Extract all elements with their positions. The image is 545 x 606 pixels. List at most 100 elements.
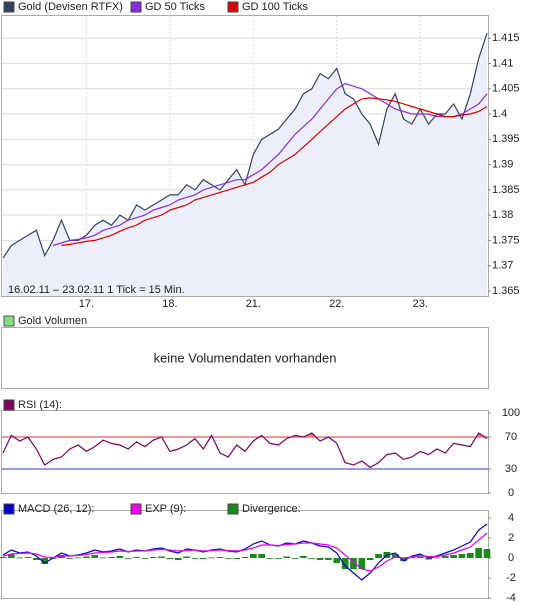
price-area: [3, 33, 487, 296]
divergence-bar: [466, 553, 474, 558]
legend-swatch: [3, 503, 15, 515]
divergence-bar: [441, 556, 449, 558]
divergence-bar: [458, 554, 466, 558]
series-line: [52, 83, 488, 247]
divergence-bar: [275, 558, 282, 559]
divergence-bar: [33, 558, 40, 560]
divergence-bar: [158, 556, 165, 558]
divergence-bar: [250, 554, 257, 558]
y-tick-label: 4: [508, 512, 514, 524]
y-tick-label: 1.38: [492, 209, 513, 221]
panel-frame: [1, 327, 489, 389]
annotation: keine Volumendaten vorhanden: [154, 350, 337, 365]
divergence-bar: [116, 556, 124, 558]
legend-swatch: [3, 315, 15, 327]
divergence-bar: [308, 558, 316, 559]
divergence-bar: [483, 549, 491, 558]
series-line: [2, 432, 488, 469]
divergence-bar: [83, 556, 90, 558]
legend-swatch: [3, 399, 15, 411]
divergence-bar: [358, 558, 366, 569]
divergence-bar: [16, 557, 24, 559]
divergence-bar: [199, 558, 207, 559]
divergence-bar: [416, 556, 424, 558]
x-tick-label: 17.: [79, 298, 94, 310]
legend-swatch: [130, 1, 142, 13]
divergence-bar: [258, 554, 266, 558]
divergence-bar: [316, 558, 324, 560]
divergence-bar: [325, 558, 332, 560]
x-tick-label: 22.: [329, 298, 344, 310]
divergence-bar: [233, 558, 240, 559]
legend-label: MACD (26, 12):: [18, 503, 94, 515]
panel-frame: [1, 510, 489, 599]
divergence-bar: [450, 555, 457, 558]
legend-label: GD 100 Ticks: [242, 1, 309, 13]
legend-swatch: [130, 503, 142, 515]
divergence-bar: [149, 557, 157, 558]
divergence-bar: [166, 558, 174, 559]
legend-label: GD 50 Ticks: [145, 1, 205, 13]
divergence-bar: [266, 558, 274, 559]
divergence-bar: [216, 557, 224, 558]
legend-label: Gold (Devisen RTFX): [18, 1, 123, 13]
divergence-bar: [300, 556, 307, 558]
y-tick-label: 1.385: [492, 184, 520, 196]
divergence-bar: [99, 557, 107, 559]
y-tick-label: 30: [505, 463, 517, 475]
divergence-bar: [291, 558, 299, 559]
legend-swatch: [227, 1, 239, 13]
legend-label: RSI (14):: [18, 399, 62, 411]
divergence-bar: [66, 558, 74, 559]
y-tick-label: 0: [508, 552, 514, 564]
y-tick-label: 1.365: [492, 285, 520, 297]
divergence-bar: [433, 557, 441, 559]
y-tick-label: 1.39: [492, 158, 513, 170]
divergence-bar: [74, 557, 82, 559]
divergence-bar: [124, 558, 132, 559]
divergence-bar: [174, 558, 182, 560]
divergence-bar: [366, 558, 374, 560]
series-line: [61, 97, 488, 247]
y-tick-label: 1.405: [492, 83, 520, 95]
divergence-bar: [224, 558, 232, 559]
y-tick-label: -4: [506, 592, 516, 604]
divergence-bar: [350, 558, 357, 569]
divergence-bar: [183, 556, 190, 558]
divergence-bar: [24, 557, 32, 558]
divergence-bar: [333, 558, 341, 563]
divergence-bar: [208, 557, 215, 559]
divergence-bar: [91, 555, 99, 558]
series-line: [2, 532, 488, 572]
divergence-bar: [0, 557, 7, 558]
y-tick-label: 100: [502, 407, 520, 419]
y-tick-label: 2: [508, 532, 514, 544]
divergence-bar: [241, 557, 249, 558]
x-tick-label: 18.: [162, 298, 177, 310]
x-tick-label: 23.: [413, 298, 428, 310]
y-tick-label: 1.395: [492, 133, 520, 145]
legend-label: Gold Volumen: [18, 315, 87, 327]
y-tick-label: 1.375: [492, 234, 520, 246]
y-tick-label: 1.4: [492, 108, 507, 120]
divergence-bar: [341, 558, 349, 569]
y-tick-label: -2: [506, 572, 516, 584]
annotation: 16.02.11 – 23.02.11 1 Tick = 15 Min.: [8, 284, 185, 296]
y-tick-label: 1.41: [492, 57, 513, 69]
divergence-bar: [141, 558, 149, 559]
x-tick-label: 21.: [246, 298, 261, 310]
legend-label: Divergence:: [242, 503, 301, 515]
divergence-bar: [133, 557, 140, 558]
divergence-bar: [375, 554, 382, 558]
y-tick-label: 1.37: [492, 260, 513, 272]
divergence-bar: [425, 558, 432, 560]
legend-label: EXP (9):: [145, 503, 186, 515]
divergence-bar: [108, 557, 115, 558]
legend-swatch: [3, 1, 15, 13]
divergence-bar: [191, 558, 199, 559]
series-line: [2, 523, 488, 581]
divergence-bar: [400, 558, 407, 561]
legend-swatch: [227, 503, 239, 515]
y-tick-label: 0: [508, 487, 514, 499]
